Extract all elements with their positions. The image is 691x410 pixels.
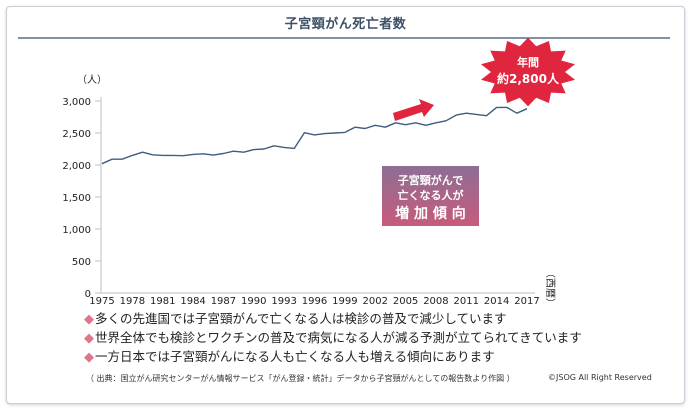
x-tick-label: 2008 <box>423 296 448 307</box>
x-tick-label: 1978 <box>120 296 145 307</box>
source-note: （ 出典：国立がん研究センターがん情報サービス「がん登録・統計」データから子宮頸… <box>86 374 515 383</box>
diamond-bullet-icon: ◆ <box>84 312 94 327</box>
note-item: ◆一方日本では子宮頸がんになる人も亡くなる人も増える傾向にあります <box>84 347 582 366</box>
x-tick-label: 2014 <box>484 296 509 307</box>
note-text: 世界全体でも検診とワクチンの普及で病気になる人が減る予測が立てられてきています <box>95 330 582 345</box>
y-tick-label: 500 <box>72 257 91 268</box>
x-tick-label: 1975 <box>89 296 114 307</box>
chart-title: 子宮頸がん死亡者数 <box>284 17 407 32</box>
chart-card <box>6 6 685 404</box>
x-tick-label: 1981 <box>150 296 175 307</box>
callout-box <box>382 166 479 226</box>
x-tick-label: 1987 <box>211 296 236 307</box>
x-tick-label: 2017 <box>514 296 539 307</box>
y-tick-label: 3,000 <box>62 97 91 108</box>
x-tick-label: 1984 <box>180 296 205 307</box>
y-tick-label: 2,000 <box>62 161 91 172</box>
copyright: ©JSOG All Right Reserved <box>548 373 652 382</box>
note-text: 多くの先進国では子宮頸がんで亡くなる人は検診の普及で減少しています <box>95 311 507 326</box>
x-tick-label: 1999 <box>332 296 357 307</box>
starburst-badge-icon <box>481 37 575 107</box>
notes-list: ◆多くの先進国では子宮頸がんで亡くなる人は検診の普及で減少しています ◆世界全体… <box>84 309 582 366</box>
series-line <box>101 106 528 165</box>
note-item: ◆多くの先進国では子宮頸がんで亡くなる人は検診の普及で減少しています <box>84 309 582 328</box>
y-tick-label: 1,500 <box>62 193 91 204</box>
y-axis-unit: （人） <box>77 74 107 86</box>
callout-line2: 亡くなる人が <box>398 188 464 202</box>
callout-line1: 子宮頸がんで <box>398 173 463 187</box>
badge-line1: 年間 <box>517 55 539 69</box>
x-tick-label: 2005 <box>393 296 418 307</box>
y-tick-label: 2,500 <box>62 129 91 140</box>
callout-line3: 増 加 傾 向 <box>395 205 466 222</box>
x-tick-label: 1996 <box>302 296 327 307</box>
note-item: ◆世界全体でも検診とワクチンの普及で病気になる人が減る予測が立てられてきています <box>84 328 582 347</box>
y-tick-label: 0 <box>85 289 91 300</box>
x-tick-label: 1993 <box>271 296 296 307</box>
badge-line2: 約2,800人 <box>497 71 560 86</box>
x-tick-label: 2011 <box>454 296 479 307</box>
note-text: 一方日本では子宮頸がんになる人も亡くなる人も増える傾向にあります <box>95 349 495 364</box>
trend-arrow-icon <box>393 99 434 121</box>
y-tick-label: 1,000 <box>62 225 91 236</box>
x-axis-label: （西暦） <box>544 268 556 308</box>
title-divider <box>18 37 670 39</box>
diamond-bullet-icon: ◆ <box>84 331 94 346</box>
x-tick-label: 2002 <box>362 296 387 307</box>
x-tick-label: 1990 <box>241 296 266 307</box>
diamond-bullet-icon: ◆ <box>84 350 94 365</box>
